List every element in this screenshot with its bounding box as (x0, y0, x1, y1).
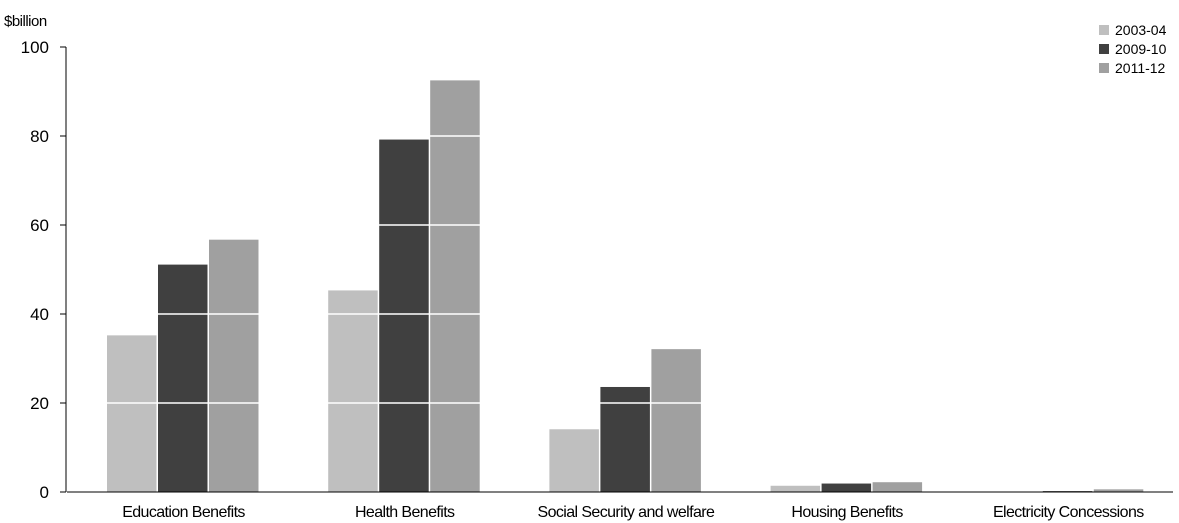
y-tick-label: 60 (30, 216, 49, 235)
bar-2009-10-1 (379, 139, 429, 492)
legend-swatch (1099, 63, 1109, 73)
legend-swatch (1099, 25, 1109, 35)
x-axis: Education Benefits Health Benefits Social … (67, 491, 1173, 521)
y-tick-label: 40 (30, 305, 49, 324)
bar-2003-04-0 (107, 335, 157, 492)
x-tick-label: Education Benefits (122, 504, 245, 521)
bar-2003-04-1 (328, 290, 378, 492)
x-tick-label: Electricity Concessions (993, 504, 1144, 521)
y-tick-label: 0 (40, 483, 49, 502)
legend-label: 2003-04 (1115, 22, 1167, 38)
y-axis-label: $billion (4, 13, 47, 30)
bar-2011-12-3 (872, 482, 923, 492)
x-tick-label: Health Benefits (355, 504, 455, 521)
x-tick-label: Housing Benefits (791, 504, 903, 521)
bar-2011-12-0 (209, 239, 259, 492)
bar-2003-04-3 (770, 485, 821, 492)
y-axis: 0 20 40 60 80 100 (21, 38, 67, 502)
bars (107, 80, 1144, 492)
bar-2011-12-4 (1093, 489, 1144, 492)
y-tick-label: 80 (30, 127, 49, 146)
x-tick-label: Social Security and welfare (538, 504, 715, 521)
bar-2011-12-1 (430, 80, 480, 492)
y-tick-label: 20 (30, 394, 49, 413)
bar-2011-12-2 (651, 349, 701, 492)
bar-2003-04-2 (549, 429, 599, 492)
legend: 2003-04 2009-10 2011-12 (1099, 22, 1167, 76)
y-tick-label: 100 (21, 38, 49, 57)
bar-2009-10-2 (600, 386, 650, 492)
legend-label: 2009-10 (1115, 41, 1167, 57)
legend-swatch (1099, 44, 1109, 54)
bar-2009-10-0 (158, 264, 208, 492)
bar-2009-10-3 (821, 483, 872, 492)
legend-label: 2011-12 (1115, 60, 1166, 76)
bar-gridlines (67, 135, 1173, 404)
